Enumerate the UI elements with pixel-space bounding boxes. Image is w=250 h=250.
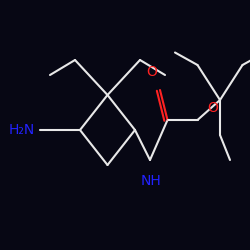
Text: O: O xyxy=(208,101,218,115)
Text: O: O xyxy=(146,65,157,79)
Text: H₂N: H₂N xyxy=(9,123,35,137)
Text: NH: NH xyxy=(141,174,162,188)
